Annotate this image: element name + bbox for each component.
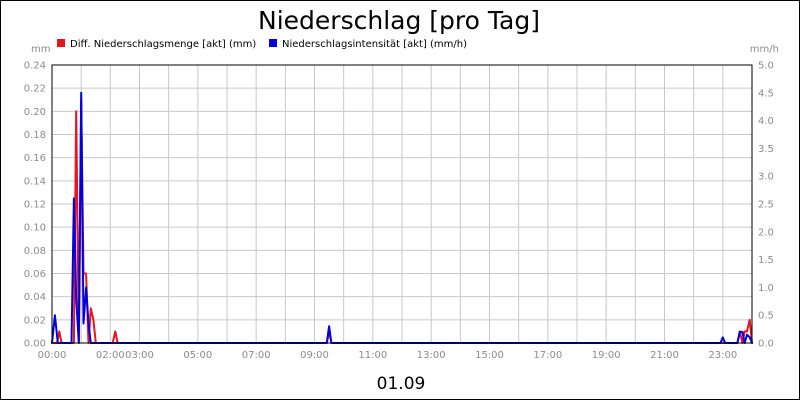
legend-swatch-amount: [57, 39, 65, 47]
y-tick-label-right: 2.0: [758, 227, 774, 238]
legend-swatch-intensity: [269, 39, 277, 47]
y-tick-label-right: 0.0: [758, 339, 774, 350]
y-tick-label-right: 4.5: [758, 88, 774, 99]
y-axis-unit-right: mm/h: [750, 44, 779, 55]
x-axis-caption: 01.09: [377, 374, 426, 394]
x-tick-label: 05:00: [183, 350, 212, 361]
y-tick-label-right: 1.5: [758, 255, 774, 266]
y-tick-label-left: 0.00: [24, 339, 46, 350]
x-tick-label: 02:00: [96, 350, 125, 361]
x-tick-label: 17:00: [533, 350, 562, 361]
y-tick-label-left: 0.02: [24, 315, 46, 326]
x-tick-label: 07:00: [242, 350, 271, 361]
y-tick-label-left: 0.14: [24, 176, 46, 187]
x-tick-label: 00:00: [38, 350, 67, 361]
y-tick-label-left: 0.20: [24, 107, 46, 118]
x-tick-label: 13:00: [417, 350, 446, 361]
y-axis-unit-left: mm: [31, 44, 50, 55]
y-tick-label-left: 0.12: [24, 200, 46, 211]
y-tick-label-left: 0.10: [24, 223, 46, 234]
y-tick-label-left: 0.06: [24, 269, 46, 280]
x-tick-label: 09:00: [300, 350, 329, 361]
tick-labels: 0.00 0.02 0.04 0.06 0.08 0.10 0.12 0.14 0.16 0.18…: [24, 61, 774, 362]
x-tick-label: 21:00: [650, 350, 679, 361]
y-tick-label-left: 0.16: [24, 153, 46, 164]
x-tick-label: 03:00: [125, 350, 154, 361]
y-tick-label-right: 3.0: [758, 172, 774, 183]
y-tick-label-right: 0.5: [758, 311, 774, 322]
y-tick-label-left: 0.04: [24, 292, 46, 303]
y-tick-label-left: 0.22: [24, 84, 46, 95]
y-tick-label-right: 1.0: [758, 283, 774, 294]
y-tick-label-right: 5.0: [758, 61, 774, 72]
y-tick-label-right: 2.5: [758, 200, 774, 211]
legend-label-intensity: Niederschlagsintensität [akt] (mm/h): [282, 39, 467, 50]
y-tick-label-left: 0.24: [24, 61, 46, 72]
x-tick-label: 19:00: [592, 350, 621, 361]
y-tick-label-left: 0.18: [24, 130, 46, 141]
y-tick-label-right: 4.0: [758, 116, 774, 127]
legend-label-amount: Diff. Niederschlagsmenge [akt] (mm): [70, 39, 256, 50]
y-tick-label-right: 3.5: [758, 144, 774, 155]
x-tick-label: 15:00: [475, 350, 504, 361]
y-tick-label-left: 0.08: [24, 246, 46, 257]
x-tick-label: 23:00: [708, 350, 737, 361]
plot-border: [51, 64, 753, 344]
x-tick-label: 11:00: [358, 350, 387, 361]
grid: [51, 64, 753, 344]
chart-title: Niederschlag [pro Tag]: [258, 6, 540, 35]
